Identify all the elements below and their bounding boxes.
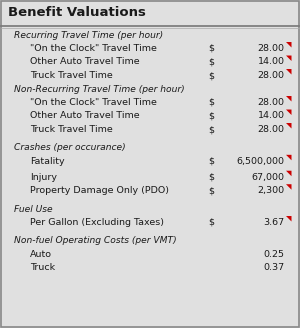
Text: $: $: [208, 186, 214, 195]
Text: 14.00: 14.00: [257, 57, 284, 67]
Text: "On the Clock" Travel Time: "On the Clock" Travel Time: [30, 44, 157, 53]
Text: $: $: [208, 98, 214, 107]
Text: 3.67: 3.67: [263, 218, 284, 227]
Text: Truck: Truck: [30, 263, 55, 272]
Polygon shape: [286, 42, 292, 48]
Text: $: $: [208, 71, 214, 80]
Text: $: $: [208, 173, 214, 182]
Text: 28.00: 28.00: [257, 98, 284, 107]
Polygon shape: [286, 216, 292, 221]
Text: 0.37: 0.37: [263, 263, 284, 272]
Text: Injury: Injury: [30, 173, 57, 182]
Text: Fatality: Fatality: [30, 157, 64, 166]
Text: 28.00: 28.00: [257, 44, 284, 53]
Text: Per Gallon (Excluding Taxes): Per Gallon (Excluding Taxes): [30, 218, 164, 227]
Polygon shape: [286, 171, 292, 176]
Text: 28.00: 28.00: [257, 125, 284, 134]
Text: Property Damage Only (PDO): Property Damage Only (PDO): [30, 186, 169, 195]
Text: $: $: [208, 112, 214, 120]
Text: $: $: [208, 218, 214, 227]
Text: Truck Travel Time: Truck Travel Time: [30, 125, 113, 134]
Text: 14.00: 14.00: [257, 112, 284, 120]
Polygon shape: [286, 96, 292, 102]
Text: Non-Recurring Travel Time (per hour): Non-Recurring Travel Time (per hour): [14, 85, 184, 93]
Text: "On the Clock" Travel Time: "On the Clock" Travel Time: [30, 98, 157, 107]
Text: Other Auto Travel Time: Other Auto Travel Time: [30, 57, 140, 67]
Polygon shape: [286, 69, 292, 74]
Polygon shape: [286, 155, 292, 160]
Polygon shape: [286, 123, 292, 129]
Text: 28.00: 28.00: [257, 71, 284, 80]
Text: Benefit Valuations: Benefit Valuations: [8, 7, 146, 19]
Text: 2,300: 2,300: [257, 186, 284, 195]
Text: Other Auto Travel Time: Other Auto Travel Time: [30, 112, 140, 120]
Polygon shape: [286, 184, 292, 190]
Text: Fuel Use: Fuel Use: [14, 204, 52, 214]
Text: Recurring Travel Time (per hour): Recurring Travel Time (per hour): [14, 31, 163, 39]
Text: Non-fuel Operating Costs (per VMT): Non-fuel Operating Costs (per VMT): [14, 236, 177, 245]
Text: $: $: [208, 157, 214, 166]
Text: Crashes (per occurance): Crashes (per occurance): [14, 143, 126, 152]
Text: Auto: Auto: [30, 250, 52, 259]
Text: 6,500,000: 6,500,000: [236, 157, 284, 166]
Text: Truck Travel Time: Truck Travel Time: [30, 71, 113, 80]
Polygon shape: [286, 55, 292, 61]
Text: $: $: [208, 57, 214, 67]
Text: 67,000: 67,000: [251, 173, 284, 182]
Text: $: $: [208, 44, 214, 53]
Text: 0.25: 0.25: [263, 250, 284, 259]
Polygon shape: [286, 110, 292, 115]
Text: $: $: [208, 125, 214, 134]
